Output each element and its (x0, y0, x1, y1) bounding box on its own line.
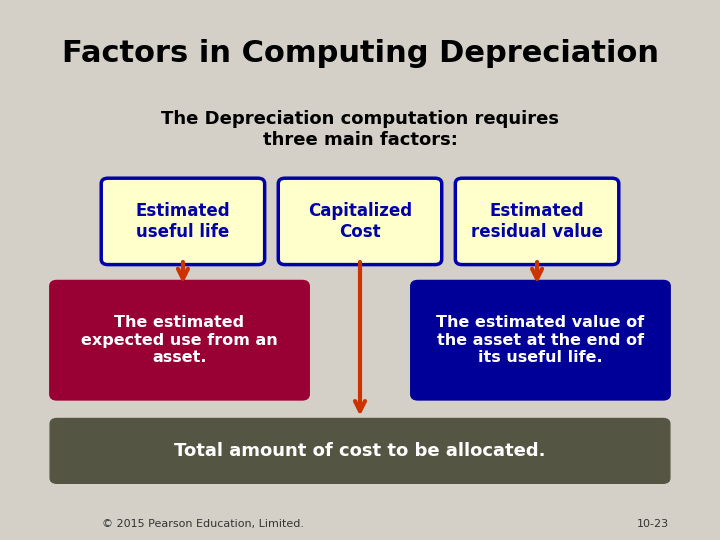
Text: The Depreciation computation requires
three main factors:: The Depreciation computation requires th… (161, 110, 559, 149)
FancyBboxPatch shape (102, 178, 265, 265)
Text: Capitalized
Cost: Capitalized Cost (308, 202, 412, 241)
Text: The estimated
expected use from an
asset.: The estimated expected use from an asset… (81, 315, 278, 365)
Text: Estimated
residual value: Estimated residual value (471, 202, 603, 241)
Text: Estimated
useful life: Estimated useful life (135, 202, 230, 241)
FancyBboxPatch shape (50, 418, 670, 483)
Text: © 2015 Pearson Education, Limited.: © 2015 Pearson Education, Limited. (102, 519, 305, 529)
FancyBboxPatch shape (50, 281, 309, 400)
Text: Factors in Computing Depreciation: Factors in Computing Depreciation (61, 39, 659, 69)
Text: 10-23: 10-23 (636, 519, 669, 529)
FancyBboxPatch shape (411, 281, 670, 400)
Text: The estimated value of
the asset at the end of
its useful life.: The estimated value of the asset at the … (436, 315, 644, 365)
FancyBboxPatch shape (279, 178, 441, 265)
FancyBboxPatch shape (455, 178, 618, 265)
Text: Total amount of cost to be allocated.: Total amount of cost to be allocated. (174, 442, 546, 460)
